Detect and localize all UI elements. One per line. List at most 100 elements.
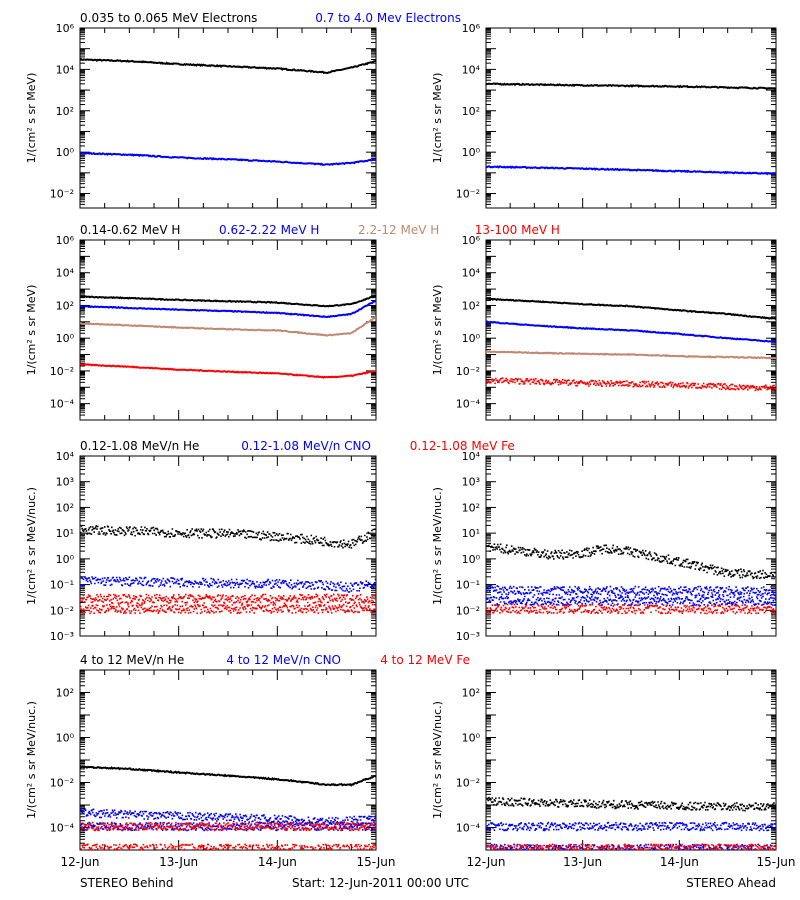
series-group [80,57,376,166]
series-group [80,765,376,850]
y-tick-label: 10⁻⁴ [50,822,75,835]
series-line-1 [486,165,776,176]
series-points-2 [80,593,376,605]
legend-entry: 4 to 12 MeV/n He [80,653,184,667]
y-axis-label: 1/(cm² s sr MeV/nuc.) [431,487,444,605]
legend-entry: 0.12-1.08 MeV Fe [410,439,515,453]
y-tick-label: 10⁴ [56,267,75,280]
y-tick-label: 10⁴ [462,450,481,463]
legend-entry: 4 to 12 MeV Fe [380,653,470,667]
panel-electrons-behind: 10⁻² 10⁰ 10² 10⁴ 10⁶ 1/(cm² s sr MeV) 0.035 to… [25,11,461,209]
series-line-0 [80,765,376,787]
y-tick-label: 10⁶ [462,22,481,35]
y-tick-label: 10¹ [462,527,480,540]
y-axis-label: 1/(cm² s sr MeV) [25,73,38,164]
y-tick-label: 10⁻¹ [456,579,480,592]
series-points-3 [486,843,776,850]
series-line-1 [80,151,376,166]
legend-entry: 0.12-1.08 MeV/n CNO [241,439,371,453]
x-tick-label: 12-Jun [60,855,99,869]
series-points-2 [486,595,776,607]
series-line-1 [486,320,776,344]
y-tick-label: 10³ [56,476,74,489]
panel-protons-behind: 10⁻⁴ 10⁻² 10⁰ 10² 10⁴ 10⁶ 1/(cm² s sr MeV) 0.14… [25,223,560,421]
series-line-0 [486,297,776,320]
y-tick-label: 10⁻⁴ [456,398,481,411]
series-line-2 [486,350,776,360]
y-tick-label: 10⁻² [50,604,74,617]
y-tick-label: 10⁰ [56,146,75,159]
y-tick-label: 10⁻² [50,188,74,201]
series-points-1 [486,584,776,597]
x-tick-label: 15-Jun [356,855,395,869]
y-tick-label: 10⁰ [462,146,481,159]
series-points-0 [80,525,376,549]
x-tick-label: 14-Jun [660,855,699,869]
series-points-1 [80,576,376,593]
series-points-4 [80,843,376,850]
y-tick-label: 10⁰ [462,553,481,566]
x-tick-label: 12-Jun [466,855,505,869]
legend-entry: 13-100 MeV H [475,223,560,237]
y-tick-label: 10² [56,105,74,118]
y-tick-label: 10⁰ [462,732,481,745]
legend-entry: 4 to 12 MeV/n CNO [226,653,341,667]
series-points-0 [486,542,776,580]
legend-entry: 2.2-12 MeV H [358,223,439,237]
y-tick-label: 10⁻² [456,604,480,617]
footer-center-label: Start: 12-Jun-2011 00:00 UTC [292,876,469,890]
legend-entry: 0.62-2.22 MeV H [219,223,319,237]
y-tick-label: 10⁻⁴ [456,822,481,835]
y-tick-label: 10² [56,501,74,514]
y-tick-label: 10⁻¹ [50,579,74,592]
y-tick-label: 10² [462,501,480,514]
x-tick-label: 15-Jun [756,855,795,869]
plot-frame [79,27,377,209]
series-group [486,542,776,615]
x-tick-label: 14-Jun [258,855,297,869]
y-tick-label: 10⁻² [456,777,480,790]
series-points-1 [486,821,776,832]
y-tick-label: 10² [56,299,74,312]
series-points-3 [80,603,376,615]
y-tick-label: 10⁶ [462,234,481,247]
y-tick-label: 10⁻³ [50,630,74,643]
panel-protons-ahead: 10⁻⁴ 10⁻² 10⁰ 10² 10⁴ 10⁶ 1/(cm² s sr MeV) [431,234,777,421]
y-tick-label: 10⁻² [456,188,480,201]
y-tick-label: 10⁴ [462,267,481,280]
y-tick-label: 10² [462,687,480,700]
series-line-0 [80,294,376,308]
y-tick-label: 10⁴ [462,63,481,76]
y-axis-label: 1/(cm² s sr MeV) [431,73,444,164]
y-axis-label: 1/(cm² s sr MeV/nuc.) [25,701,38,819]
y-tick-label: 10⁰ [56,332,75,345]
panels-group: 10⁻² 10⁰ 10² 10⁴ 10⁶ 1/(cm² s sr MeV) 0.035 to… [25,11,796,869]
y-axis-label: 1/(cm² s sr MeV/nuc.) [431,701,444,819]
y-tick-label: 10⁴ [56,450,75,463]
y-tick-label: 10⁰ [56,732,75,745]
panel-heavy-high-behind: 10⁻⁴ 10⁻² 10⁰ 10² 12-Jun 13-Jun 14-Jun 15-Jun 1/… [25,653,470,869]
y-tick-label: 10⁰ [462,332,481,345]
y-tick-label: 10⁴ [56,63,75,76]
y-tick-label: 10² [56,687,74,700]
y-tick-label: 10⁶ [56,22,75,35]
x-tick-label: 13-Jun [159,855,198,869]
series-line-1 [80,299,376,319]
y-tick-label: 10⁻² [50,365,74,378]
series-points-1 [80,808,376,826]
y-tick-label: 10² [462,299,480,312]
legend-entry: 0.14-0.62 MeV H [80,223,180,237]
y-axis-label: 1/(cm² s sr MeV/nuc.) [25,487,38,605]
panel-heavy-low-behind: 10⁻³ 10⁻² 10⁻¹ 10⁰ 10¹ 10² 10³ 10⁴ 1/(cm² s sr M… [25,439,515,643]
y-tick-label: 10⁰ [56,553,75,566]
y-axis-label: 1/(cm² s sr MeV) [431,285,444,376]
series-line-0 [80,57,376,75]
panel-heavy-high-ahead: 10⁻⁴ 10⁻² 10⁰ 10² 12-Jun 13-Jun 14-Jun 15-Jun 1/… [431,669,796,869]
series-points-0 [486,796,776,812]
legend-entry: 0.035 to 0.065 MeV Electrons [80,11,257,25]
y-tick-label: 10⁶ [56,234,75,247]
series-group [486,796,776,850]
y-tick-label: 10¹ [56,527,74,540]
y-axis-label: 1/(cm² s sr MeV) [25,285,38,376]
series-line-2 [80,316,376,337]
